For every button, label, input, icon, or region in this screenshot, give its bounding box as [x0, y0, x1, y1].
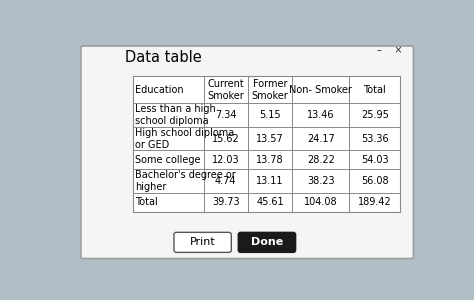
Text: 24.17: 24.17 — [307, 134, 335, 144]
Text: Done: Done — [251, 237, 283, 248]
Text: Education: Education — [135, 85, 184, 95]
Text: 189.42: 189.42 — [358, 197, 392, 207]
Text: 56.08: 56.08 — [361, 176, 389, 186]
Text: Some college: Some college — [135, 155, 201, 165]
Text: 12.03: 12.03 — [212, 155, 239, 165]
Text: 28.22: 28.22 — [307, 155, 335, 165]
Text: Data table: Data table — [125, 50, 202, 65]
Text: 5.15: 5.15 — [259, 110, 281, 120]
Text: 13.57: 13.57 — [256, 134, 284, 144]
FancyBboxPatch shape — [174, 232, 231, 252]
Text: Current
Smoker: Current Smoker — [208, 79, 244, 100]
Text: 38.23: 38.23 — [307, 176, 335, 186]
Text: High school diploma
or GED: High school diploma or GED — [135, 128, 235, 149]
Text: 4.74: 4.74 — [215, 176, 237, 186]
Text: 13.46: 13.46 — [307, 110, 335, 120]
Text: Less than a high
school diploma: Less than a high school diploma — [135, 104, 216, 126]
Bar — [133, 76, 400, 212]
Text: 13.11: 13.11 — [256, 176, 283, 186]
Text: 15.62: 15.62 — [212, 134, 240, 144]
Text: 104.08: 104.08 — [304, 197, 337, 207]
Text: 13.78: 13.78 — [256, 155, 284, 165]
Text: 53.36: 53.36 — [361, 134, 389, 144]
Text: Print: Print — [190, 237, 216, 248]
FancyBboxPatch shape — [81, 46, 413, 259]
Text: –    ×: – × — [377, 45, 402, 55]
Text: 54.03: 54.03 — [361, 155, 389, 165]
Text: Bachelor's degree or
higher: Bachelor's degree or higher — [135, 170, 236, 192]
Text: Non- Smoker: Non- Smoker — [289, 85, 352, 95]
Text: Total: Total — [364, 85, 386, 95]
Text: Former
Smoker: Former Smoker — [252, 79, 288, 100]
Text: 45.61: 45.61 — [256, 197, 284, 207]
Text: 39.73: 39.73 — [212, 197, 239, 207]
FancyBboxPatch shape — [238, 232, 296, 252]
Text: 25.95: 25.95 — [361, 110, 389, 120]
Text: Total: Total — [135, 197, 158, 207]
Text: 7.34: 7.34 — [215, 110, 237, 120]
